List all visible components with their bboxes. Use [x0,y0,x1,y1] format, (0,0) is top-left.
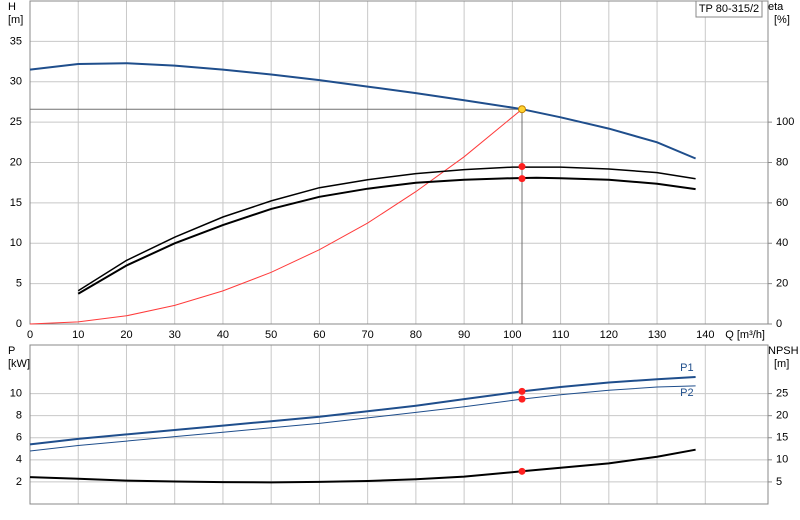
y2-tick-label: 40 [776,237,788,249]
x-tick-label: 120 [600,329,618,341]
x-tick-label: 130 [648,329,666,341]
y-tick-label: 2 [16,476,22,488]
y-axis-unit: [m] [8,14,23,26]
y2-tick-label: 25 [776,387,788,399]
duty-point [518,175,526,183]
y2-tick-label: 15 [776,432,788,444]
y2-axis-unit: [%] [774,14,790,26]
y-tick-label: 25 [10,116,22,128]
y-axis-unit: [kW] [8,358,30,370]
y2-tick-label: 20 [776,410,788,422]
curve [77,176,696,295]
y-tick-label: 20 [10,156,22,168]
y-tick-label: 35 [10,35,22,47]
y2-tick-label: 60 [776,197,788,209]
x-axis-label: Q [m³/h] [725,329,765,341]
x-tick-label: 110 [552,329,570,341]
chart-title: TP 80-315/2 [699,3,759,15]
curve [29,448,696,484]
y2-tick-label: 100 [776,116,794,128]
x-tick-label: 140 [696,329,714,341]
x-tick-label: 10 [72,329,84,341]
y-tick-label: 15 [10,197,22,209]
x-tick-label: 50 [265,329,277,341]
x-tick-label: 100 [503,329,521,341]
y2-tick-label: 80 [776,156,788,168]
series-label: P2 [680,387,693,399]
y-tick-label: 0 [16,318,22,330]
y-axis-label: P [8,345,15,357]
y2-tick-label: 5 [776,476,782,488]
x-tick-label: 60 [313,329,325,341]
x-tick-label: 0 [27,329,33,341]
x-tick-label: 90 [458,329,470,341]
x-tick-label: 30 [169,329,181,341]
y-tick-label: 10 [10,387,22,399]
y-axis-label: H [8,1,16,13]
y2-axis-unit: [m] [774,358,789,370]
y-tick-label: 6 [16,432,22,444]
curve [29,62,696,160]
curve [29,376,696,446]
series-label: P1 [680,362,693,374]
curve [29,108,523,325]
y2-axis-label: eta [768,1,784,13]
y2-tick-label: 20 [776,278,788,290]
y2-tick-label: 10 [776,454,788,466]
curve [29,385,696,452]
y-tick-label: 5 [16,278,22,290]
y2-axis-label: NPSH [768,345,799,357]
y-tick-label: 4 [16,454,22,466]
duty-point [518,467,526,475]
x-tick-label: 70 [362,329,374,341]
x-tick-label: 40 [217,329,229,341]
plot-frame [29,344,769,505]
y-tick-label: 8 [16,410,22,422]
title-box [695,0,763,18]
y2-tick-label: 0 [776,318,782,330]
duty-point [518,163,526,171]
duty-point [518,395,526,403]
x-tick-label: 20 [120,329,132,341]
x-tick-label: 80 [410,329,422,341]
duty-point [518,387,526,395]
curve [77,166,696,292]
y-tick-label: 10 [10,237,22,249]
y-tick-label: 30 [10,76,22,88]
plot-frame [29,0,769,325]
duty-point [518,105,526,114]
